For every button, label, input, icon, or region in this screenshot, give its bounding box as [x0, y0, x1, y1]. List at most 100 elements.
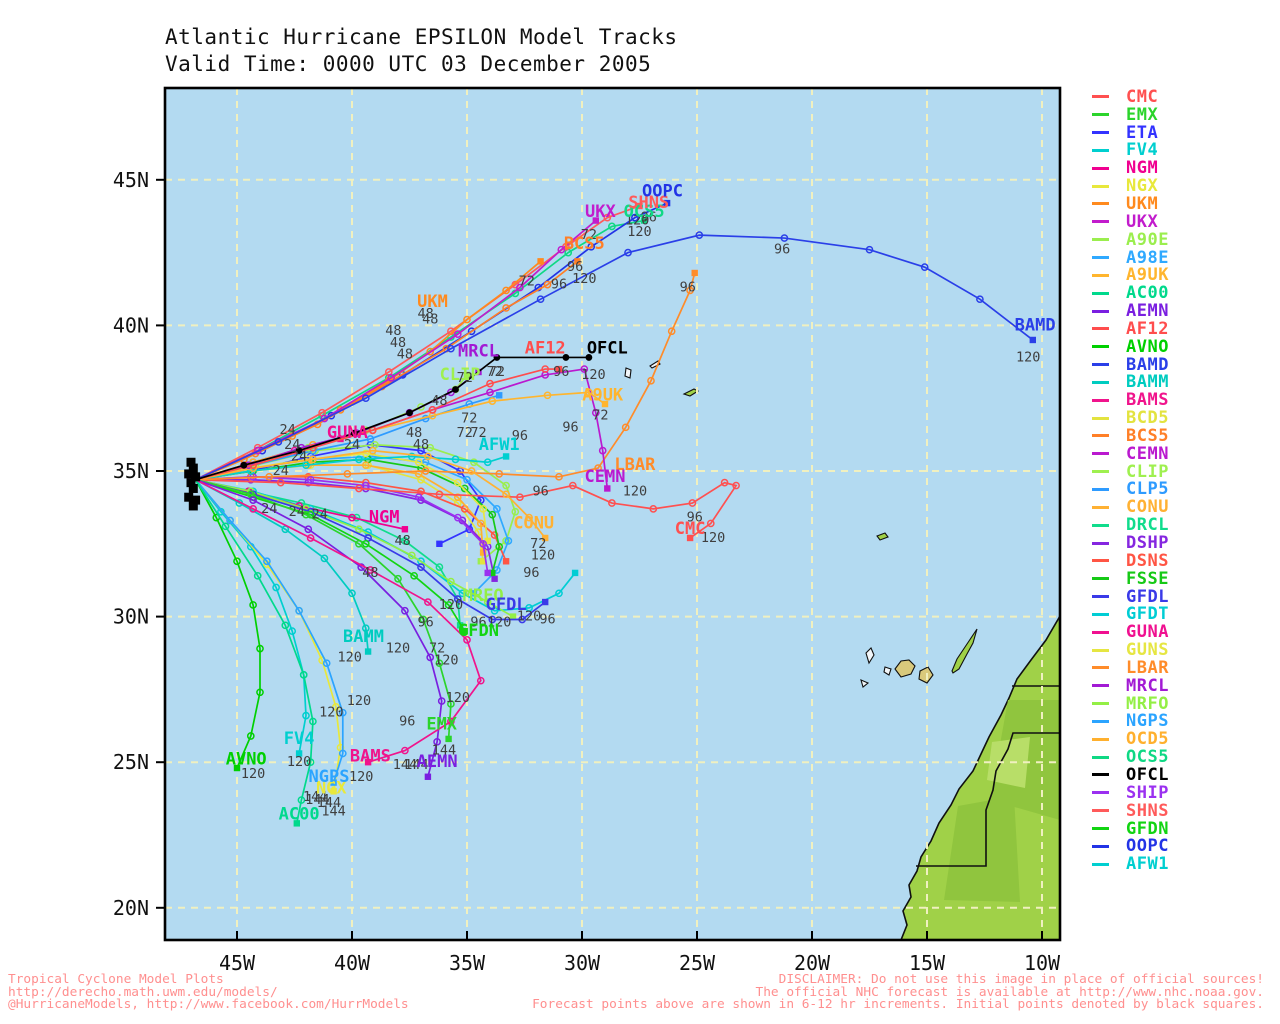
model-track-SHNS — [195, 205, 640, 481]
forecast-hour-label: 96 — [641, 210, 657, 226]
forecast-hour-label: 96 — [532, 483, 548, 499]
forecast-hour-label: 96 — [539, 612, 555, 628]
axis-label-20N: 20N — [113, 896, 149, 920]
legend-item-AF12: AF12 — [1092, 319, 1169, 339]
forecast-hour-label: 96 — [512, 428, 528, 444]
legend-dash-icon — [1092, 452, 1109, 456]
footer-disclaimer-2: The official NHC forecast is available a… — [755, 984, 1265, 1000]
forecast-hour-label: 120 — [1016, 349, 1040, 365]
initial-point-square — [184, 492, 194, 502]
track-endpoint — [491, 575, 498, 582]
forecast-hour-label: 120 — [287, 754, 311, 770]
legend-label: ETA — [1126, 122, 1159, 143]
forecast-hour-label: 48 — [422, 312, 438, 328]
track-point — [348, 513, 356, 522]
legend-dash-icon — [1092, 809, 1109, 813]
legend-label: AFW1 — [1126, 854, 1169, 875]
legend-dash-icon — [1092, 827, 1109, 831]
track-point — [366, 566, 375, 574]
forecast-hour-label: 120 — [623, 483, 647, 499]
track-point — [256, 688, 264, 697]
track-label-NGPS: NGPS — [309, 767, 350, 787]
track-point — [453, 513, 462, 522]
legend-item-GFDN: GFDN — [1092, 819, 1169, 839]
model-track-AC00 — [194, 479, 314, 824]
forecast-hour-label: 120 — [581, 367, 605, 383]
track-point — [387, 373, 395, 382]
track-point — [483, 598, 492, 606]
track-point — [302, 461, 310, 470]
track-endpoint — [479, 549, 487, 556]
axis-label-15W: 15W — [909, 951, 946, 975]
track-point — [338, 749, 347, 758]
legend-item-A98E: A98E — [1092, 248, 1169, 268]
legend-item-OFCL: OFCL — [1092, 765, 1169, 785]
track-point — [458, 589, 467, 598]
track-point — [594, 464, 602, 472]
model-track-UKX — [195, 219, 597, 481]
initial-point-square — [191, 495, 201, 505]
legend-dash-icon — [1092, 256, 1109, 260]
legend-item-MRFO: MRFO — [1092, 694, 1169, 714]
legend-dash-icon — [1092, 505, 1109, 509]
legend-dash-icon — [1092, 238, 1109, 242]
track-endpoint — [293, 820, 300, 827]
track-label-CMC: CMC — [675, 519, 706, 539]
track-point — [465, 525, 474, 534]
track-point — [322, 659, 331, 668]
track-endpoint — [592, 217, 599, 224]
track-label-MRFO: MRFO — [463, 586, 504, 606]
track-endpoint — [1029, 336, 1036, 344]
africa-landmass — [900, 614, 1060, 940]
forecast-hour-label: 120 — [572, 271, 596, 287]
legend-dash-icon — [1092, 131, 1109, 135]
legend-dash-icon — [1092, 166, 1109, 170]
track-endpoint — [555, 365, 563, 373]
forecast-hour-label: 24 — [289, 504, 305, 520]
legend-label: NGPS — [1126, 711, 1169, 732]
track-point — [780, 234, 789, 242]
island-el-hierro — [860, 679, 870, 688]
track-point — [502, 304, 510, 312]
forecast-hour-label: 144 — [393, 757, 417, 773]
forecast-hour-label: 24 — [273, 463, 289, 479]
track-endpoint — [542, 598, 549, 606]
legend-dash-icon — [1092, 702, 1109, 706]
track-point — [920, 263, 929, 272]
track-point — [274, 438, 283, 446]
legend-item-NGM: NGM — [1092, 158, 1169, 178]
forecast-hour-label: 72 — [461, 411, 477, 427]
model-track-BCS5 — [195, 260, 578, 481]
legend-item-CLIP: CLIP — [1092, 462, 1169, 482]
track-point — [647, 376, 655, 385]
initial-point-square — [191, 472, 201, 482]
legend-dash-icon — [1092, 559, 1109, 563]
track-point — [543, 391, 552, 400]
forecast-hour-label: 120 — [386, 641, 410, 657]
track-point — [488, 397, 497, 405]
track-point — [447, 700, 455, 708]
track-point — [414, 458, 423, 467]
track-point — [394, 574, 402, 583]
legend-label: A90E — [1126, 229, 1169, 250]
track-point — [624, 248, 632, 257]
track-endpoint — [636, 202, 643, 210]
track-point — [437, 697, 446, 705]
track-point — [302, 510, 310, 519]
track-endpoint — [542, 534, 549, 542]
track-point — [332, 703, 340, 711]
track-point — [281, 621, 290, 630]
track-point — [608, 222, 616, 231]
track-label-GFDN: GFDN — [458, 621, 499, 641]
legend-label: CMC — [1126, 86, 1159, 107]
legend-item-SHNS: SHNS — [1092, 801, 1169, 821]
track-point — [302, 711, 310, 720]
forecast-hour-label: 120 — [319, 705, 343, 721]
track-point — [562, 354, 570, 361]
track-point — [355, 455, 363, 464]
legend-item-LBAR: LBAR — [1092, 658, 1169, 678]
legend-label: MRCL — [1126, 675, 1169, 696]
forecast-hour-label: 96 — [680, 280, 696, 296]
forecast-hour-label: 72 — [457, 425, 473, 441]
